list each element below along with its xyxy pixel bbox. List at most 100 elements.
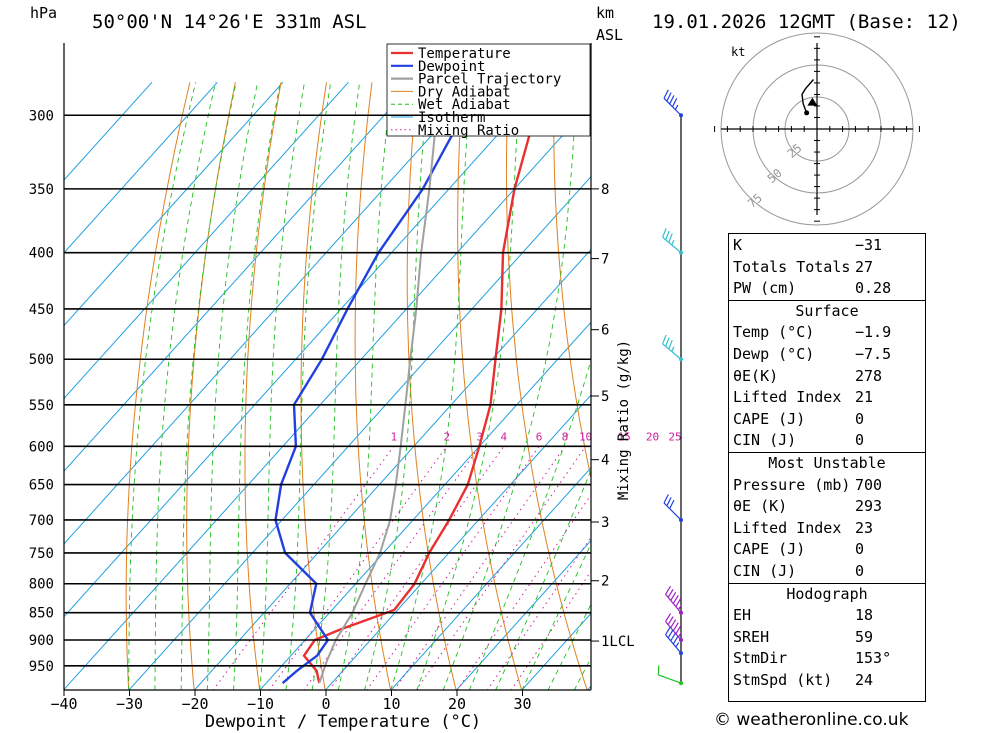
hodograph-title: Hodograph (786, 584, 868, 603)
dewpoint-series-line (274, 114, 464, 685)
surface-row: θE(K) 278 (729, 366, 925, 388)
height-tick-label: 2 (601, 574, 609, 590)
wind-barb-half-flag (677, 604, 682, 610)
height-tick-label: 6 (601, 323, 609, 339)
x-tick-label: −20 (181, 695, 208, 713)
index-label: CIN (J) (733, 431, 797, 450)
legend-label: Mixing Ratio (418, 123, 519, 139)
legend-box (386, 43, 591, 137)
mixing-ratio-line (328, 446, 505, 690)
index-label: StmSpd (kt) (733, 670, 833, 689)
pressure-tick-label: 400 (29, 246, 54, 262)
wind-barb-half-flag (671, 239, 675, 246)
isotherm-line (64, 81, 153, 181)
isotherm-line (193, 248, 591, 690)
index-label: Pressure (mb) (733, 475, 851, 494)
wet-adiabat-line (468, 358, 591, 690)
index-value: 59 (855, 627, 874, 646)
pressure-tick-label: 300 (29, 108, 54, 124)
wind-barb-flag (669, 95, 675, 105)
pressure-unit-label: hPa (30, 4, 57, 22)
isotherm-line (128, 175, 591, 690)
mixing-ratio-label: 20 (646, 430, 659, 443)
wind-barb (657, 665, 683, 686)
wind-barb-flag (665, 337, 670, 347)
most-unstable-title: Most Unstable (768, 453, 886, 472)
wind-barb (662, 334, 683, 362)
index-value: 278 (855, 366, 883, 385)
wind-barb-flag (666, 92, 672, 102)
index-label: Lifted Index (733, 518, 842, 537)
pressure-tick-label: 500 (29, 352, 54, 368)
totals-totals-row: Totals Totals 27 (729, 257, 925, 279)
k-index-row: K −31 (729, 235, 925, 257)
x-tick-label: 30 (513, 695, 531, 713)
parcel-trajectory-series-line (318, 115, 438, 684)
isotherm-line (390, 467, 591, 690)
hodograph-unit-label: kt (731, 45, 745, 59)
wind-barb (662, 228, 683, 255)
wind-barb-flag (672, 622, 679, 632)
hodograph-section: Hodograph EH 18 SREH 59 StmDir 153° StmSpd (kt… (729, 582, 925, 692)
most-unstable-row: Pressure (mb) 700 (729, 475, 925, 497)
x-tick-label: 20 (448, 695, 466, 713)
storm-motion-arrow-icon (807, 97, 818, 106)
isotherm-line (455, 539, 591, 690)
wind-barb-flag (665, 585, 672, 595)
most-unstable-row: CIN (J) 0 (729, 561, 925, 583)
legend-label: Wet Adiabat (418, 97, 511, 113)
wet-adiabat-line (416, 82, 521, 690)
mixing-ratio-line (415, 446, 586, 690)
legend-label: Parcel Trajectory (418, 72, 561, 88)
index-value: 24 (855, 670, 874, 689)
mixing-ratio-label: 25 (668, 430, 681, 443)
isotherm-line (64, 81, 546, 618)
datetime-title: 19.01.2026 12GMT (Base: 12) (652, 11, 961, 33)
hodograph-table-row: EH 18 (729, 605, 925, 627)
index-label: SREH (733, 627, 770, 646)
wind-barb-flag (663, 89, 669, 99)
index-value: 18 (855, 606, 874, 625)
height-tick-label: 3 (601, 515, 609, 531)
wind-barb-flag (668, 233, 673, 243)
wind-barb-flag (662, 334, 667, 345)
pressure-tick-label: 750 (29, 546, 54, 562)
height-tick-label: 7 (601, 252, 609, 268)
wind-barb (665, 626, 683, 656)
index-label: θE(K) (733, 366, 779, 385)
mixing-ratio-label: 8 (562, 430, 569, 443)
index-value: −1.9 (855, 323, 892, 342)
index-label: CAPE (J) (733, 540, 806, 559)
mixing-ratio-line (366, 446, 540, 690)
index-label: EH (733, 606, 752, 625)
surface-row: Lifted Index 21 (729, 387, 925, 409)
isotherm-line (64, 81, 284, 327)
wind-barb-flag (671, 98, 678, 108)
indices-panel: K −31 Totals Totals 27 PW (cm) 0.28 Surf… (728, 233, 926, 702)
most-unstable-row: θE (K) 293 (729, 496, 925, 518)
legend-label: Isotherm (418, 110, 485, 126)
pressure-tick-label: 550 (29, 398, 54, 414)
hodograph-ring-label: 25 (785, 141, 805, 161)
wind-barb-half-flag (674, 104, 679, 110)
wind-barb-flag (663, 494, 669, 504)
mixing-ratio-axis-label: Mixing Ratio (g/kg) (616, 340, 632, 500)
wind-barb-flag (670, 632, 677, 642)
index-value: 0 (855, 431, 865, 450)
hodograph-table-row: StmSpd (kt) 24 (729, 670, 925, 692)
asl-label: ASL (596, 26, 623, 44)
x-tick-label: −30 (116, 695, 143, 713)
index-value: 0 (855, 409, 865, 428)
wind-barb (663, 89, 683, 118)
index-label: Lifted Index (733, 388, 842, 407)
k-index-value: −31 (855, 236, 883, 254)
surface-row: Temp (°C) −1.9 (729, 322, 925, 344)
wind-barb-half-flag (677, 632, 682, 638)
wind-barb (665, 585, 683, 615)
wind-barb-flag (668, 339, 673, 350)
wind-barb-flag (667, 588, 674, 598)
mixing-ratio-label: 10 (579, 430, 592, 443)
legend-label: Dry Adiabat (418, 84, 511, 100)
